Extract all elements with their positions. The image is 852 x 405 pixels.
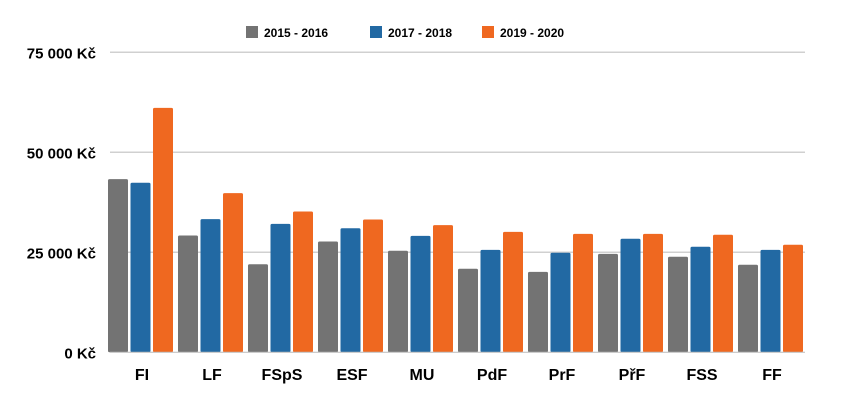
x-tick-label: LF [202,367,222,384]
bar-FSS-2 [713,234,733,353]
bar-ESF-1 [340,228,361,353]
x-tick-label: PdF [477,367,507,384]
x-tick-label: FI [135,367,149,384]
legend-swatch [482,26,494,38]
bar-FF-1 [760,249,781,353]
x-tick-label: ESF [336,367,367,384]
bar-MU-0 [388,250,408,353]
y-tick-label: 75 000 Kč [27,45,96,62]
x-tick-label: FSpS [262,367,303,384]
legend-swatch [370,26,382,38]
x-tick-label: PřF [619,367,646,384]
bar-FI-2 [153,107,173,353]
bar-MU-2 [433,225,453,353]
bar-FSS-0 [668,256,688,353]
legend-label: 2017 - 2018 [388,26,452,40]
bar-FSpS-2 [293,211,313,353]
x-tick-label: FF [762,367,782,384]
bar-PřF-1 [620,238,641,353]
bar-FF-2 [783,244,803,353]
bar-PrF-1 [550,252,571,353]
bar-FI-0 [108,179,128,353]
bar-ESF-2 [363,219,383,353]
legend-swatch [246,26,258,38]
x-tick-label: MU [410,367,435,384]
bar-PrF-2 [573,233,593,353]
bar-FSS-1 [690,246,711,353]
bar-FI-1 [130,182,151,353]
x-tick-label: PrF [549,367,576,384]
x-tick-label: FSS [686,367,717,384]
bar-LF-2 [223,193,243,353]
y-tick-label: 0 Kč [64,345,96,362]
bar-PřF-2 [643,233,663,353]
legend-label: 2019 - 2020 [500,26,564,40]
bar-LF-0 [178,235,198,353]
bar-PdF-0 [458,268,478,353]
y-tick-label: 50 000 Kč [27,145,96,162]
bar-ESF-0 [318,241,338,353]
bar-PřF-0 [598,253,618,353]
bar-PrF-0 [528,271,548,353]
legend-label: 2015 - 2016 [264,26,328,40]
bar-FSpS-0 [248,264,268,353]
bar-FF-0 [738,264,758,353]
y-tick-label: 25 000 Kč [27,245,96,262]
bar-MU-1 [410,235,431,353]
bar-PdF-1 [480,249,501,353]
bar-FSpS-1 [270,223,291,353]
bar-LF-1 [200,219,221,353]
bar-PdF-2 [503,231,523,353]
